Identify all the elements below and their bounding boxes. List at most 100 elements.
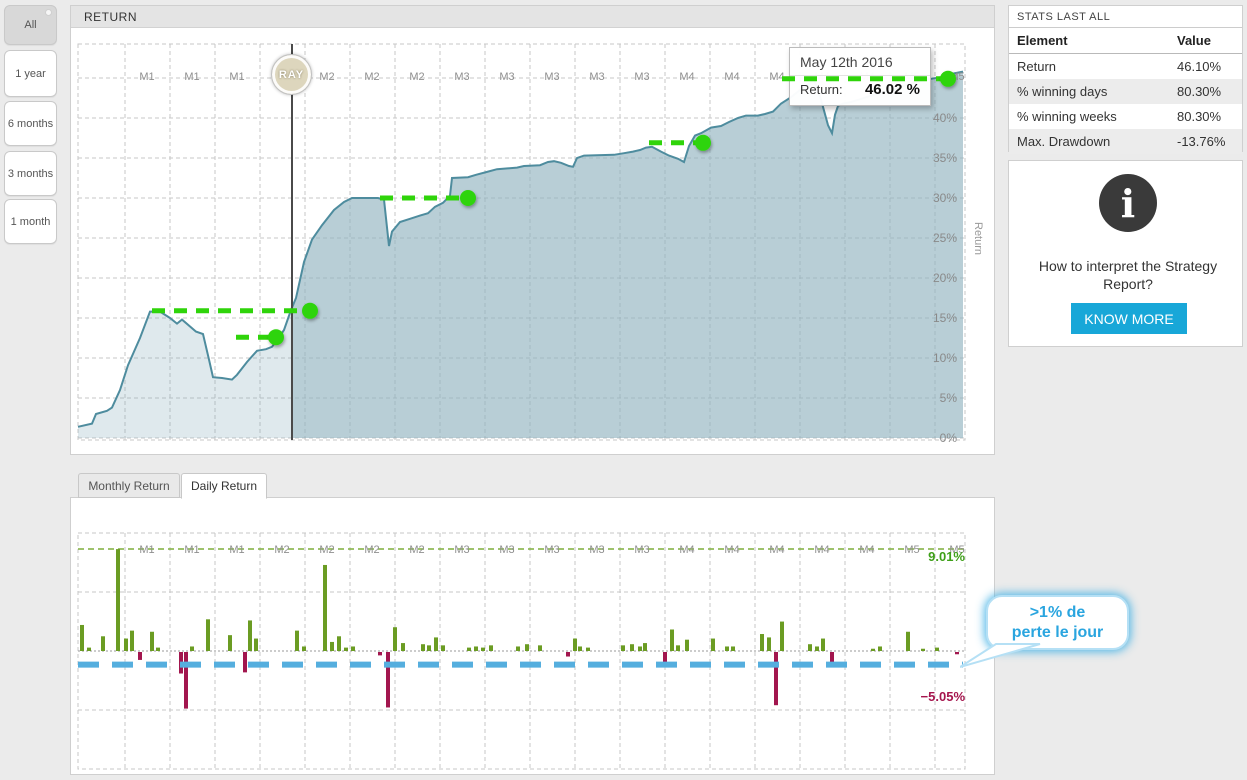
daily-bar[interactable] — [516, 646, 520, 651]
daily-bar[interactable] — [481, 647, 485, 651]
daily-bar[interactable] — [393, 627, 397, 651]
daily-bar[interactable] — [330, 641, 334, 651]
time-range-label: 1 year — [15, 67, 46, 80]
highwater-dot[interactable] — [695, 134, 711, 151]
table-row: % winning weeks 80.30% — [1009, 104, 1242, 129]
daily-bar[interactable] — [525, 644, 529, 651]
daily-bar[interactable] — [573, 638, 577, 651]
month-label: M2 — [364, 71, 379, 83]
month-label: M1 — [139, 71, 154, 83]
daily-bar[interactable] — [441, 645, 445, 651]
time-range-all-button[interactable]: All — [4, 5, 57, 45]
daily-bar[interactable] — [302, 646, 306, 651]
daily-bar[interactable] — [337, 636, 341, 651]
daily-bar[interactable] — [815, 646, 819, 651]
daily-bar[interactable] — [156, 647, 160, 651]
y-tick-label: 40% — [933, 111, 957, 125]
daily-bar[interactable] — [206, 619, 210, 651]
daily-bar[interactable] — [401, 643, 405, 651]
daily-bar[interactable] — [676, 645, 680, 651]
highwater-dot[interactable] — [268, 329, 284, 346]
month-label: M2 — [409, 71, 424, 83]
daily-bar[interactable] — [434, 637, 438, 651]
daily-bar[interactable] — [871, 648, 875, 651]
daily-bar[interactable] — [344, 647, 348, 651]
daily-bar[interactable] — [578, 646, 582, 651]
daily-bar[interactable] — [138, 652, 142, 660]
chart-tooltip: May 12th 2016 Return: 46.02 % — [789, 47, 931, 106]
time-range-1month-button[interactable]: 1 month — [4, 199, 57, 244]
tab-monthly-return[interactable]: Monthly Return — [78, 473, 180, 498]
month-label: M3 — [454, 71, 469, 83]
know-more-button[interactable]: KNOW MORE — [1071, 303, 1187, 334]
month-label: M3 — [634, 544, 649, 556]
daily-bar[interactable] — [638, 646, 642, 651]
daily-bar[interactable] — [124, 638, 128, 651]
daily-bar[interactable] — [774, 652, 778, 706]
daily-bar[interactable] — [830, 652, 834, 664]
daily-bar[interactable] — [685, 639, 689, 651]
daily-bar[interactable] — [489, 645, 493, 651]
daily-bar[interactable] — [351, 646, 355, 651]
daily-bar[interactable] — [254, 638, 258, 651]
daily-bar[interactable] — [566, 652, 570, 657]
stat-name: % winning days — [1017, 84, 1108, 99]
month-label: M3 — [499, 71, 514, 83]
daily-bar[interactable] — [228, 635, 232, 651]
stats-panel-title: STATS LAST ALL — [1009, 6, 1242, 28]
month-label: M4 — [814, 544, 829, 556]
daily-bar[interactable] — [935, 647, 939, 651]
daily-bar[interactable] — [80, 624, 84, 651]
daily-bar[interactable] — [101, 636, 105, 651]
daily-bar[interactable] — [150, 631, 154, 651]
daily-bar[interactable] — [767, 637, 771, 651]
daily-bar[interactable] — [643, 643, 647, 651]
daily-bar[interactable] — [670, 629, 674, 651]
daily-bar[interactable] — [474, 646, 478, 651]
daily-bar[interactable] — [630, 644, 634, 651]
daily-bar[interactable] — [731, 646, 735, 651]
daily-bar[interactable] — [386, 652, 390, 708]
month-label: M3 — [544, 71, 559, 83]
min-return-label: −5.05% — [921, 689, 966, 704]
highwater-dot[interactable] — [460, 190, 476, 206]
time-range-3months-button[interactable]: 3 months — [4, 151, 57, 196]
tab-daily-return[interactable]: Daily Return — [181, 473, 267, 499]
daily-bar[interactable] — [378, 652, 382, 656]
daily-bar[interactable] — [955, 652, 959, 655]
daily-bar[interactable] — [421, 644, 425, 651]
month-label: M1 — [184, 544, 199, 556]
daily-bar[interactable] — [821, 638, 825, 651]
daily-bar[interactable] — [760, 634, 764, 651]
ray-badge[interactable]: RAY — [271, 54, 312, 95]
callout-tail — [960, 643, 1041, 668]
daily-bar[interactable] — [184, 652, 188, 709]
daily-bar[interactable] — [586, 647, 590, 651]
callout-line2: perte le jour — [1011, 623, 1104, 641]
daily-bar[interactable] — [808, 644, 812, 651]
daily-bar[interactable] — [295, 630, 299, 651]
daily-bar[interactable] — [130, 630, 134, 651]
daily-bar[interactable] — [725, 646, 729, 651]
daily-bar[interactable] — [878, 646, 882, 651]
y-tick-label: 35% — [933, 151, 957, 165]
daily-bar[interactable] — [323, 564, 327, 651]
daily-bar[interactable] — [190, 646, 194, 651]
daily-bar[interactable] — [538, 645, 542, 651]
daily-bar[interactable] — [921, 648, 925, 651]
daily-bar[interactable] — [621, 645, 625, 651]
daily-bar[interactable] — [248, 620, 252, 651]
highwater-dot[interactable] — [302, 302, 318, 319]
time-range-1year-button[interactable]: 1 year — [4, 50, 57, 97]
daily-bar[interactable] — [467, 647, 471, 651]
stat-value: 80.30% — [1177, 84, 1222, 99]
daily-bar[interactable] — [663, 652, 667, 664]
stats-col-element: Element — [1009, 28, 1169, 54]
daily-bar[interactable] — [116, 549, 120, 651]
daily-bar[interactable] — [906, 631, 910, 651]
time-range-6months-button[interactable]: 6 months — [4, 101, 57, 146]
daily-bar[interactable] — [711, 638, 715, 651]
daily-bar[interactable] — [87, 647, 91, 651]
daily-bar[interactable] — [780, 621, 784, 651]
daily-bar[interactable] — [427, 645, 431, 651]
